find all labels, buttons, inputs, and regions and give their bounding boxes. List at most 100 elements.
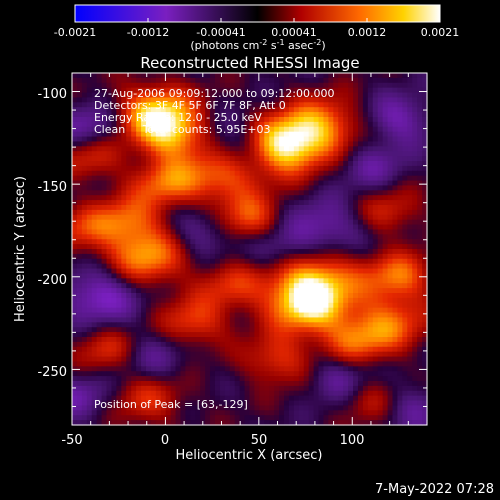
heatmap-cell	[81, 190, 88, 196]
heatmap-cell	[249, 400, 256, 407]
heatmap-cell	[362, 297, 369, 304]
heatmap-cell	[145, 376, 152, 382]
heatmap-cell	[91, 209, 98, 216]
heatmap-cell	[402, 366, 408, 372]
heatmap-cell	[279, 102, 285, 108]
heatmap-cell	[111, 107, 117, 113]
heatmap-cell	[175, 371, 182, 377]
heatmap-cell	[239, 239, 246, 245]
heatmap-cell	[200, 136, 206, 143]
heatmap-cell	[131, 346, 137, 353]
heatmap-cell	[91, 258, 98, 265]
heatmap-cell	[318, 390, 325, 397]
heatmap-cell	[254, 146, 260, 152]
heatmap-cell	[180, 170, 186, 177]
heatmap-cell	[155, 165, 162, 172]
heatmap-cell	[298, 249, 305, 255]
heatmap-cell	[214, 307, 221, 314]
heatmap-cell	[274, 185, 280, 191]
heatmap-cell	[259, 283, 265, 289]
heatmap-cell	[318, 200, 325, 206]
heatmap-cell	[180, 73, 186, 79]
heatmap-cell	[195, 307, 201, 314]
heatmap-cell	[121, 107, 127, 113]
heatmap-cell	[249, 214, 256, 221]
heatmap-cell	[214, 112, 221, 118]
heatmap-cell	[76, 258, 83, 265]
heatmap-cell	[288, 332, 295, 338]
heatmap-cell	[72, 136, 78, 143]
heatmap-cell	[170, 126, 177, 133]
heatmap-cell	[323, 351, 329, 358]
heatmap-cell	[155, 131, 162, 138]
heatmap-cell	[318, 185, 325, 191]
heatmap-cell	[382, 356, 389, 363]
heatmap-cell	[131, 283, 137, 289]
heatmap-cell	[195, 121, 201, 128]
heatmap-cell	[377, 356, 384, 363]
heatmap-cell	[145, 126, 152, 133]
heatmap-cell	[328, 400, 334, 407]
heatmap-cell	[382, 126, 389, 133]
heatmap-cell	[357, 190, 364, 196]
heatmap-cell	[76, 161, 83, 167]
heatmap-cell	[239, 258, 246, 265]
heatmap-cell	[126, 97, 132, 103]
heatmap-cell	[190, 107, 196, 113]
heatmap-cell	[239, 136, 246, 143]
heatmap-cell	[422, 327, 428, 333]
heatmap-cell	[402, 239, 408, 245]
heatmap-cell	[303, 141, 310, 147]
heatmap-cell	[367, 293, 374, 299]
heatmap-cell	[269, 239, 275, 245]
heatmap-cell	[348, 361, 354, 367]
heatmap-cell	[180, 185, 186, 191]
heatmap-cell	[136, 234, 142, 240]
heatmap-cell	[303, 346, 310, 353]
heatmap-cell	[136, 151, 142, 157]
heatmap-cell	[141, 390, 147, 397]
heatmap-cell	[116, 234, 122, 240]
heatmap-cell	[417, 107, 423, 113]
heatmap-cell	[333, 219, 339, 226]
heatmap-cell	[165, 87, 172, 94]
heatmap-cell	[145, 180, 152, 187]
heatmap-cell	[131, 268, 137, 275]
heatmap-cell	[259, 288, 265, 294]
heatmap-cell	[91, 92, 98, 99]
heatmap-cell	[234, 332, 241, 338]
heatmap-cell	[264, 205, 270, 211]
heatmap-cell	[214, 268, 221, 275]
heatmap-cell	[96, 371, 103, 377]
heatmap-cell	[150, 395, 157, 402]
heatmap-cell	[81, 385, 88, 392]
heatmap-cell	[397, 209, 403, 216]
heatmap-cell	[338, 385, 344, 392]
heatmap-cell	[392, 317, 399, 323]
heatmap-cell	[308, 371, 315, 377]
heatmap-cell	[249, 112, 256, 118]
heatmap-cell	[288, 209, 295, 216]
heatmap-cell	[412, 229, 418, 235]
heatmap-cell	[333, 146, 339, 152]
heatmap-cell	[101, 200, 108, 206]
heatmap-cell	[367, 200, 374, 206]
heatmap-cell	[126, 175, 132, 182]
heatmap-cell	[195, 337, 201, 343]
heatmap-cell	[392, 400, 399, 407]
heatmap-cell	[367, 190, 374, 196]
heatmap-cell	[72, 195, 78, 201]
heatmap-cell	[377, 209, 384, 216]
heatmap-cell	[313, 87, 320, 94]
heatmap-cell	[377, 268, 384, 275]
heatmap-cell	[101, 400, 108, 407]
heatmap-cell	[165, 107, 172, 113]
heatmap-cell	[333, 112, 339, 118]
heatmap-cell	[136, 92, 142, 99]
heatmap-cell	[86, 283, 93, 289]
heatmap-cell	[422, 356, 428, 363]
heatmap-cell	[407, 151, 413, 157]
heatmap-cell	[313, 317, 320, 323]
heatmap-cell	[185, 376, 191, 382]
heatmap-cell	[185, 405, 191, 411]
